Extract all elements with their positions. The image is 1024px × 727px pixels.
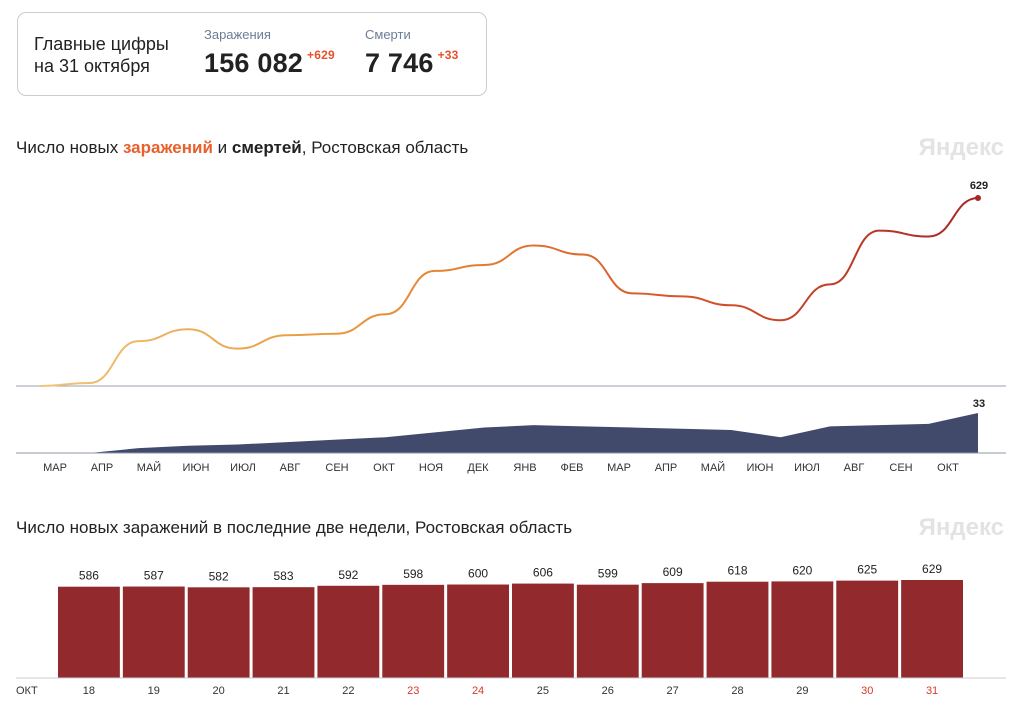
summary-heading-line2: на 31 октября: [34, 56, 150, 76]
infections-end-point: [975, 195, 981, 201]
bar: [901, 580, 963, 678]
bar: [317, 585, 380, 678]
day-tick-label: 31: [926, 685, 938, 697]
bar: [382, 584, 445, 678]
bar: [187, 587, 250, 678]
chart1-title-mid: и: [212, 138, 232, 157]
chart1-title-suffix: , Ростовская область: [301, 138, 469, 157]
yandex-logo-bottom: Яндекс: [918, 514, 1004, 541]
day-tick-label: 20: [213, 685, 225, 697]
bar: [836, 580, 899, 678]
x-tick-label: ЯНВ: [513, 462, 536, 474]
day-tick-label: 27: [667, 685, 679, 697]
x-tick-label: СЕН: [889, 462, 912, 474]
bar-value-label: 606: [533, 566, 553, 580]
bar: [706, 581, 769, 678]
x-tick-label: НОЯ: [419, 462, 443, 474]
bar-value-label: 599: [598, 567, 618, 581]
x-tick-label: МАР: [607, 462, 631, 474]
bar-value-label: 583: [273, 569, 293, 583]
x-tick-label: АПР: [655, 462, 677, 474]
day-tick-label: 26: [602, 685, 614, 697]
bar-value-label: 587: [144, 569, 164, 583]
yandex-logo-top: Яндекс: [918, 134, 1004, 161]
x-tick-label: ИЮЛ: [794, 462, 820, 474]
bar-value-label: 586: [79, 569, 99, 583]
bar-value-label: 600: [468, 567, 488, 581]
bar-value-label: 582: [209, 569, 229, 583]
summary-heading-line1: Главные цифры: [34, 34, 169, 54]
infections-value: 156 082: [204, 48, 303, 78]
infections-end-label: 629: [970, 180, 988, 192]
summary-card: Главные цифры на 31 октября Заражения 15…: [17, 12, 487, 96]
deaths-end-label: 33: [973, 398, 985, 410]
two-weeks-bar-chart: 586 18 587 19 582 20 583 21 592 22 598 23 600 24 606 25…: [16, 562, 1006, 697]
day-tick-label: 18: [83, 685, 95, 697]
day-tick-label: 23: [407, 685, 419, 697]
bar-value-label: 625: [857, 563, 877, 577]
bar-value-label: 598: [403, 567, 423, 581]
bar-value-label: 592: [338, 568, 358, 582]
x-tick-label: МАР: [43, 462, 67, 474]
bar-value-label: 629: [922, 562, 942, 576]
bar-value-label: 618: [727, 564, 747, 578]
deaths-label: Смерти: [365, 27, 411, 42]
x-tick-label: ИЮЛ: [230, 462, 256, 474]
deaths-delta: +33: [437, 48, 459, 62]
summary-heading: Главные цифры на 31 октября: [34, 33, 194, 77]
x-tick-label: АВГ: [844, 462, 865, 474]
bar: [58, 586, 120, 678]
day-tick-label: 30: [861, 685, 873, 697]
day-tick-label: 22: [342, 685, 354, 697]
x-tick-label: ИЮН: [747, 462, 774, 474]
day-tick-label: 25: [537, 685, 549, 697]
deaths-area: [40, 413, 978, 453]
bar: [447, 584, 509, 678]
infections-stat: Заражения 156 082 +629: [204, 27, 335, 79]
x-tick-label: МАЙ: [137, 461, 161, 474]
x-tick-label: МАЙ: [701, 461, 725, 474]
infections-deaths-chart: 629 33 МАР АПР МАЙ ИЮН ИЮЛ АВГ СЕН ОКТ НОЯ ДЕК ЯНВ ФЕ…: [16, 180, 1006, 474]
chart1-title-prefix: Число новых: [16, 138, 123, 157]
chart2-title: Число новых заражений в последние две не…: [16, 518, 573, 537]
x-tick-label: СЕН: [325, 462, 348, 474]
month-label: ОКТ: [16, 685, 38, 697]
infections-line: [39, 197, 979, 387]
bar: [576, 584, 639, 678]
bar: [252, 587, 315, 678]
day-tick-label: 29: [796, 685, 808, 697]
x-tick-label: АВГ: [280, 462, 301, 474]
day-tick-label: 28: [731, 685, 743, 697]
day-tick-label: 19: [148, 685, 160, 697]
infections-label: Заражения: [204, 27, 271, 42]
bar-value-label: 620: [792, 563, 812, 577]
deaths-stat: Смерти 7 746 +33: [365, 27, 459, 79]
chart1-title: Число новых заражений и смертей, Ростовс…: [16, 138, 468, 158]
x-tick-label: ДЕК: [467, 462, 489, 474]
infections-value-row: 156 082 +629: [204, 48, 335, 79]
chart1-title-infections: заражений: [122, 138, 213, 157]
x-tick-label: ОКТ: [373, 462, 395, 474]
deaths-value: 7 746: [365, 48, 434, 78]
deaths-value-row: 7 746 +33: [365, 48, 459, 79]
x-tick-label: АПР: [91, 462, 113, 474]
infections-delta: +629: [307, 48, 335, 62]
day-tick-label: 21: [277, 685, 289, 697]
bar: [641, 583, 704, 678]
x-tick-label: ФЕВ: [560, 462, 583, 474]
day-tick-label: 24: [472, 685, 484, 697]
bar: [512, 583, 574, 678]
x-tick-label: ОКТ: [937, 462, 959, 474]
chart1-title-deaths: смертей: [231, 138, 302, 157]
bar: [771, 581, 834, 678]
x-tick-label: ИЮН: [183, 462, 210, 474]
bar: [122, 586, 185, 678]
bar-value-label: 609: [663, 565, 683, 579]
